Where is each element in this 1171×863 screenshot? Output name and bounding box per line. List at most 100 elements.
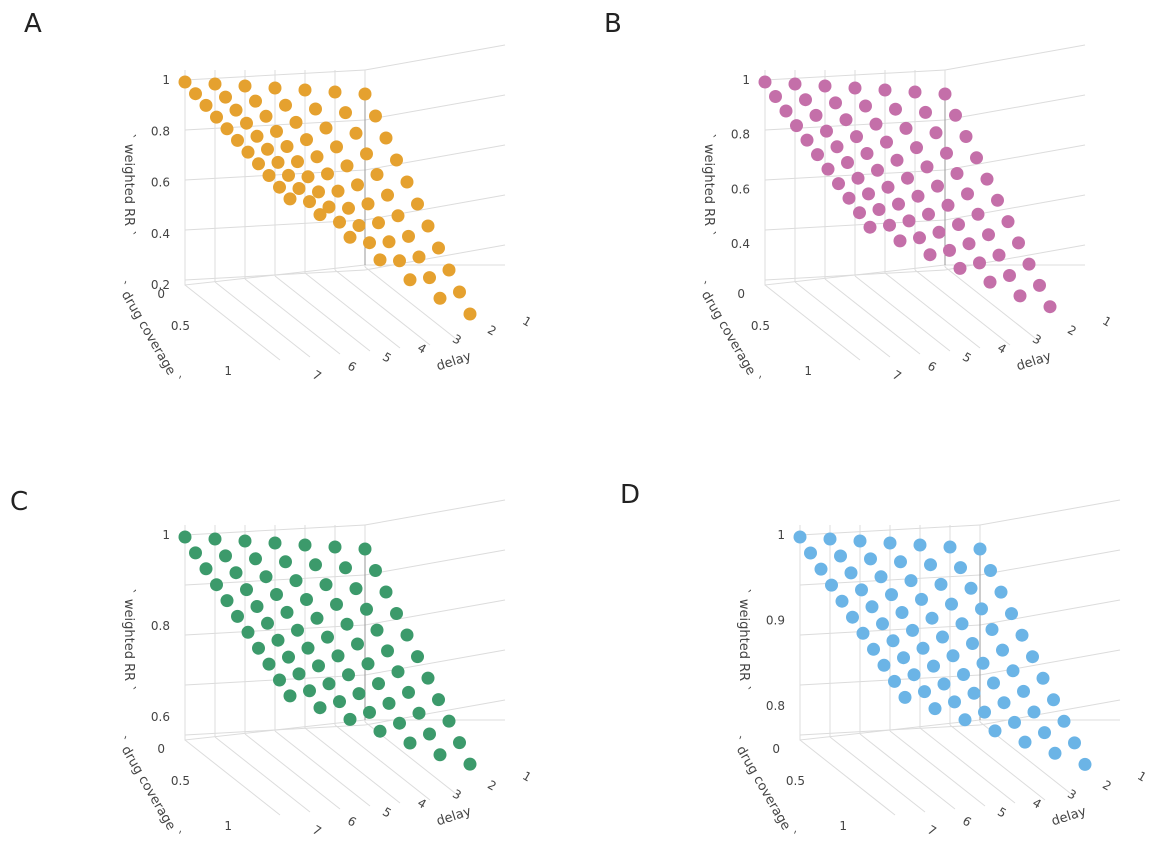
data-point xyxy=(1026,650,1039,664)
data-point xyxy=(421,219,435,233)
data-point xyxy=(282,168,295,182)
data-point xyxy=(920,160,934,174)
grid xyxy=(799,499,1121,816)
data-point xyxy=(927,659,940,673)
data-point xyxy=(309,558,322,572)
data-point xyxy=(893,234,907,248)
data-point xyxy=(280,605,294,619)
data-point xyxy=(821,162,835,176)
data-point xyxy=(372,677,385,691)
data-point xyxy=(442,263,456,277)
x-tick-label: 5 xyxy=(995,805,1009,821)
data-point xyxy=(340,159,354,173)
y-tick-label: 0 xyxy=(737,287,745,301)
x-tick-label: 7 xyxy=(310,368,324,384)
x-tick-label: 1 xyxy=(520,769,534,785)
y-tick-label: 1 xyxy=(839,819,847,833)
data-point xyxy=(954,561,967,575)
data-point xyxy=(361,657,375,671)
data-point xyxy=(980,172,994,186)
data-point xyxy=(835,594,849,608)
data-point xyxy=(349,126,363,140)
data-point xyxy=(976,656,990,670)
x-tick-label: 1 xyxy=(1135,769,1149,785)
z-tick-label: 0.6 xyxy=(151,710,170,724)
data-points xyxy=(758,75,1057,314)
data-point xyxy=(411,197,424,211)
x-tick-label: 2 xyxy=(485,323,499,339)
data-point xyxy=(310,611,324,625)
data-point xyxy=(250,129,264,143)
data-point xyxy=(982,228,995,242)
data-point xyxy=(964,581,978,595)
data-point xyxy=(1006,664,1020,678)
x-tick-label: 1 xyxy=(1100,314,1114,330)
x-tick-label: 4 xyxy=(415,341,429,357)
data-point xyxy=(391,665,405,679)
data-point xyxy=(779,104,793,118)
data-point xyxy=(992,248,1006,262)
data-point xyxy=(988,724,1002,738)
data-point xyxy=(975,602,988,616)
y-tick-label: 0 xyxy=(157,287,165,301)
data-point xyxy=(289,574,303,588)
data-point xyxy=(967,686,981,700)
data-point xyxy=(987,676,1000,690)
data-point xyxy=(220,594,234,608)
data-point xyxy=(1047,693,1060,707)
data-point xyxy=(373,724,387,738)
data-point xyxy=(1078,757,1092,771)
data-point xyxy=(432,241,445,255)
data-point xyxy=(363,705,376,719)
z-tick-label: 0.8 xyxy=(151,124,170,138)
data-point xyxy=(360,602,373,616)
data-point xyxy=(929,126,943,140)
data-point xyxy=(231,609,244,623)
x-tick-label: 7 xyxy=(925,823,939,839)
data-point xyxy=(298,538,312,552)
data-point xyxy=(423,271,436,285)
data-point xyxy=(814,562,828,576)
data-point xyxy=(268,81,282,95)
y-axis-title: ` drug coverage ` xyxy=(728,734,799,842)
data-point xyxy=(432,693,445,707)
data-point xyxy=(289,115,303,129)
z-tick-label: 1 xyxy=(777,528,785,542)
z-tick-label: 0.4 xyxy=(731,237,750,251)
data-point xyxy=(210,578,223,592)
data-point xyxy=(943,540,957,554)
data-point xyxy=(955,617,969,631)
data-point xyxy=(303,684,316,698)
data-point xyxy=(219,90,232,104)
data-point xyxy=(811,148,824,162)
data-points xyxy=(178,75,477,321)
data-points xyxy=(178,530,477,771)
data-point xyxy=(820,124,833,138)
data-point xyxy=(382,696,396,710)
data-point xyxy=(916,641,930,655)
data-point xyxy=(856,626,870,640)
data-point xyxy=(1017,684,1030,698)
data-point xyxy=(292,182,306,195)
x-tick-label: 7 xyxy=(310,823,324,839)
data-point xyxy=(261,616,274,630)
data-point xyxy=(352,219,366,232)
data-point xyxy=(270,124,283,138)
data-point xyxy=(351,178,364,192)
data-point xyxy=(841,156,854,169)
panel-label: D xyxy=(620,480,640,510)
data-point xyxy=(220,122,234,136)
data-point xyxy=(970,151,983,165)
y-tick-label: 0 xyxy=(772,742,780,756)
data-point xyxy=(872,203,886,216)
data-point xyxy=(249,94,262,108)
y-tick-label: 1 xyxy=(224,819,232,833)
data-point xyxy=(178,530,192,544)
data-point xyxy=(291,623,304,637)
data-point xyxy=(400,175,414,189)
data-point xyxy=(360,147,373,161)
x-tick-label: 6 xyxy=(345,814,359,830)
z-tick-label: 1 xyxy=(742,73,750,87)
data-point xyxy=(888,674,901,688)
data-point xyxy=(823,532,837,546)
